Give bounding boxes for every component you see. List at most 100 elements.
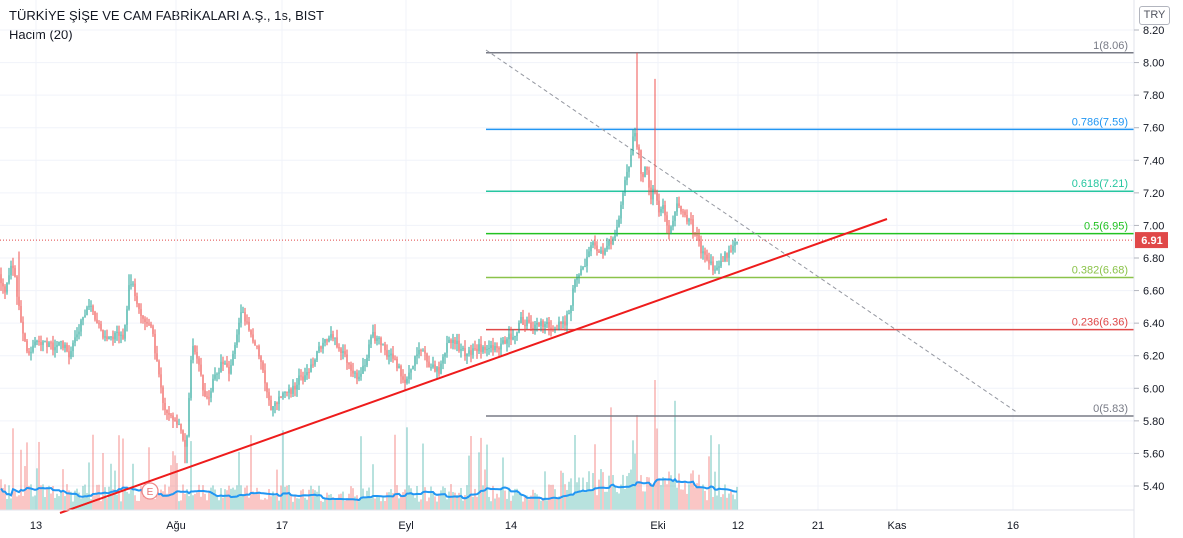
fibonacci-trend-line[interactable] xyxy=(485,49,1019,414)
y-tick-label: 5.60 xyxy=(1143,448,1164,460)
volume-bar xyxy=(358,501,360,510)
candle-body xyxy=(304,375,306,381)
candle-body xyxy=(170,414,172,416)
volume-bar xyxy=(286,485,288,510)
price-axis[interactable]: 8.20 8.00 7.80 7.60 7.40 7.20 7.00 6.80 6.60 6.40… xyxy=(1134,25,1164,493)
candle-body xyxy=(350,364,352,371)
volume-bar xyxy=(418,501,420,510)
candle-body xyxy=(128,285,130,310)
candle-body xyxy=(494,345,496,351)
volume-bar xyxy=(524,495,526,510)
volume-bar xyxy=(32,496,34,510)
time-axis[interactable]: 13 Ağu 17 Eyl 14 Eki 12 21 Kas 16 xyxy=(30,520,1019,532)
volume-bar xyxy=(682,489,684,510)
fib-level-label: 0.236(6.36) xyxy=(1072,317,1128,329)
candle-body xyxy=(196,352,198,359)
volume-bar xyxy=(16,496,18,510)
volume-bar xyxy=(334,498,336,510)
candle-body xyxy=(180,423,182,431)
volume-bar xyxy=(580,492,582,510)
volume-bar xyxy=(490,501,492,510)
candle-body xyxy=(424,350,426,354)
volume-bar xyxy=(142,493,144,510)
candle-body xyxy=(572,288,574,306)
currency-button[interactable]: TRY xyxy=(1139,6,1170,25)
candle-body xyxy=(58,341,60,346)
volume-bar xyxy=(476,496,478,510)
volume-bar xyxy=(690,473,692,510)
volume-bar xyxy=(204,493,206,510)
trend-line[interactable] xyxy=(59,218,888,514)
volume-bar xyxy=(390,489,392,510)
candle-body xyxy=(68,351,70,358)
candle-body xyxy=(102,329,104,338)
earnings-marker[interactable]: E xyxy=(141,482,159,500)
volume-bar xyxy=(602,472,604,510)
candle-body xyxy=(374,331,376,341)
volume-bar xyxy=(60,491,62,510)
volume-bar xyxy=(700,487,702,510)
candle-body xyxy=(252,334,254,342)
candle-body xyxy=(172,415,174,421)
candle-body xyxy=(78,331,80,335)
candle-body xyxy=(724,252,726,261)
candle-body xyxy=(54,347,56,351)
volume-bar xyxy=(266,499,268,510)
candle-body xyxy=(610,240,612,245)
candle-body xyxy=(720,260,722,267)
volume-bar xyxy=(94,495,96,510)
candle-body xyxy=(402,376,404,380)
candle-body xyxy=(44,341,46,343)
candle-body xyxy=(184,439,186,447)
volume-bar xyxy=(174,455,176,510)
candle-body xyxy=(582,266,584,270)
candle-body xyxy=(448,339,450,343)
candle-body xyxy=(404,379,406,383)
candle-body xyxy=(364,365,366,367)
candle-body xyxy=(176,420,178,425)
candle-body xyxy=(628,166,630,172)
volume-bar xyxy=(44,497,46,510)
volume-bar xyxy=(84,484,86,510)
volume-bar xyxy=(486,444,488,510)
candle-body xyxy=(654,188,656,193)
volume-bar xyxy=(58,496,60,510)
y-tick-label: 6.20 xyxy=(1143,351,1164,363)
candle-body xyxy=(718,266,720,268)
candle-body xyxy=(598,250,600,253)
candle-body xyxy=(360,373,362,377)
volume-bar xyxy=(8,485,10,510)
candle-body xyxy=(568,313,570,315)
volume-bar xyxy=(540,500,542,510)
volume-bar xyxy=(496,493,498,510)
volume-bar xyxy=(282,430,284,510)
candle-body xyxy=(10,265,12,276)
candle-body xyxy=(72,342,74,352)
volume-bar xyxy=(72,501,74,510)
volume-bar xyxy=(196,492,198,510)
volume-bar xyxy=(320,500,322,510)
volume-bar xyxy=(546,500,548,510)
candle-body xyxy=(366,357,368,366)
volume-bar xyxy=(564,484,566,510)
volume-bar xyxy=(536,494,538,510)
volume-bar xyxy=(472,496,474,510)
candle-body xyxy=(340,348,342,354)
candle-body xyxy=(502,340,504,344)
volume-bar xyxy=(624,489,626,510)
volume-bar xyxy=(200,496,202,510)
volume-bar xyxy=(240,485,242,510)
candle-body xyxy=(130,284,132,286)
volume-bar xyxy=(464,495,466,510)
candle-body xyxy=(436,367,438,372)
volume-bar xyxy=(714,471,716,510)
candle-body xyxy=(168,413,170,415)
volume-bar xyxy=(168,486,170,510)
candle-body xyxy=(60,341,62,343)
volume-bar xyxy=(658,480,660,510)
volume-bar xyxy=(298,498,300,510)
candle-body xyxy=(94,311,96,320)
volume-bar xyxy=(206,500,208,510)
fibonacci-retracement[interactable]: 1(8.06) 0.786(7.59) 0.618(7.21) 0.5(6.95) 0.… xyxy=(486,40,1134,417)
